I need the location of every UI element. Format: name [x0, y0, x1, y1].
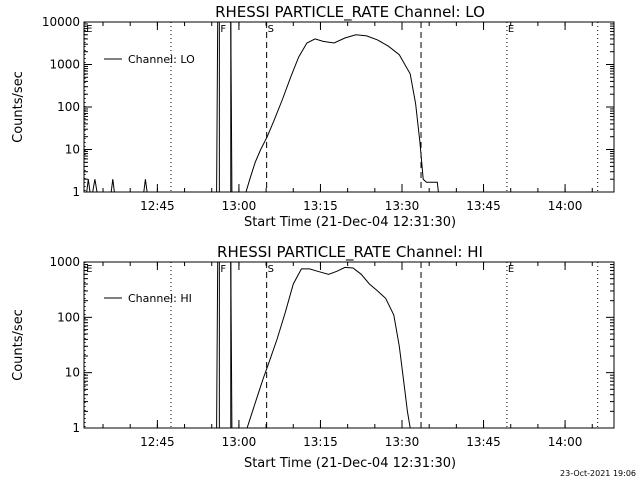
- panel-hi: RHESSI PARTICLE_RATE Channel: HI E F S E 12…: [11, 243, 615, 471]
- panel-lo: RHESSI PARTICLE_RATE Channel: LO E F S E 12…: [11, 3, 615, 230]
- event-marker-label: E: [86, 264, 92, 275]
- y-axis-label-lo: Counts/sec: [11, 71, 26, 143]
- chart-title-lo: RHESSI PARTICLE_RATE Channel: LO: [215, 3, 485, 22]
- y-tick-label: 1: [72, 421, 80, 435]
- x-tick-label: 13:15: [303, 199, 338, 213]
- legend-label-lo: Channel: LO: [128, 53, 195, 66]
- y-tick-label: 1000: [49, 255, 80, 269]
- plot-frame-lo: [83, 21, 615, 193]
- x-tick-label: 14:00: [548, 199, 583, 213]
- x-tick-label: 14:00: [548, 435, 583, 449]
- y-tick-label: 100: [57, 100, 80, 114]
- y-tick-label: 1: [72, 185, 80, 199]
- x-tick-label: 13:45: [466, 199, 501, 213]
- event-marker-label: E: [508, 264, 514, 275]
- y-tick-label: 10: [65, 143, 80, 157]
- y-tick-label: 100: [57, 310, 80, 324]
- plot-frame-hi: [83, 261, 615, 429]
- event-marker-label: E: [86, 24, 92, 35]
- x-tick-label: 13:30: [385, 199, 420, 213]
- y-tick-label: 1000: [49, 58, 80, 72]
- axis-ticks-hi: [84, 261, 614, 429]
- y-tick-label: 10: [65, 366, 80, 380]
- x-tick-label: 12:45: [140, 435, 175, 449]
- axis-ticks-lo: [84, 21, 614, 193]
- event-marker-label: F: [220, 24, 226, 35]
- event-marker-label: S: [268, 24, 274, 35]
- event-marker-label: S: [268, 264, 274, 275]
- tick-labels-lo: 12:45 13:00 13:15 13:30 13:45 14:00 1 10 100 1000…: [42, 15, 583, 213]
- plot-timestamp: 23-Oct-2021 19:06: [560, 469, 636, 478]
- event-marker-label: E: [508, 24, 514, 35]
- x-tick-label: 13:30: [385, 435, 420, 449]
- x-tick-label: 13:00: [222, 199, 257, 213]
- x-tick-label: 13:00: [222, 435, 257, 449]
- tick-labels-hi: 12:45 13:00 13:15 13:30 13:45 14:00 1 10 100 1000: [49, 255, 582, 449]
- y-axis-label-hi: Counts/sec: [11, 309, 26, 381]
- legend-label-hi: Channel: HI: [128, 292, 192, 305]
- chart-title-hi: RHESSI PARTICLE_RATE Channel: HI: [217, 243, 483, 262]
- x-tick-label: 12:45: [140, 199, 175, 213]
- x-tick-label: 13:15: [303, 435, 338, 449]
- x-axis-label-hi: Start Time (21-Dec-04 12:31:30): [244, 456, 456, 471]
- series-line-hi: [216, 261, 411, 429]
- x-axis-label-lo: Start Time (21-Dec-04 12:31:30): [244, 215, 456, 230]
- x-tick-label: 13:45: [466, 435, 501, 449]
- event-marker-label: F: [220, 264, 226, 275]
- y-tick-label: 10000: [42, 15, 80, 29]
- series-line-lo: [84, 21, 614, 193]
